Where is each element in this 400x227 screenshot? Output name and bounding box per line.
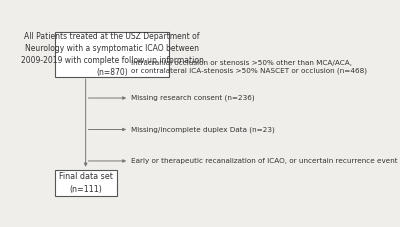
FancyBboxPatch shape [55,170,117,196]
Text: All Patients treated at the USZ Department of
Neurology with a symptomatic ICAO : All Patients treated at the USZ Departme… [20,32,204,77]
FancyBboxPatch shape [55,32,169,77]
Text: Missing research consent (n=236): Missing research consent (n=236) [131,95,255,101]
Text: Early or therapeutic recanalization of ICAO, or uncertain recurrence event (n=32: Early or therapeutic recanalization of I… [131,158,400,164]
Text: Final data set
(n=111): Final data set (n=111) [59,172,112,194]
Text: Missing/incomplete duplex Data (n=23): Missing/incomplete duplex Data (n=23) [131,126,275,133]
Text: Intracranial occlusion or stenosis >50% other than MCA/ACA,
or contralateral ICA: Intracranial occlusion or stenosis >50% … [131,60,367,74]
